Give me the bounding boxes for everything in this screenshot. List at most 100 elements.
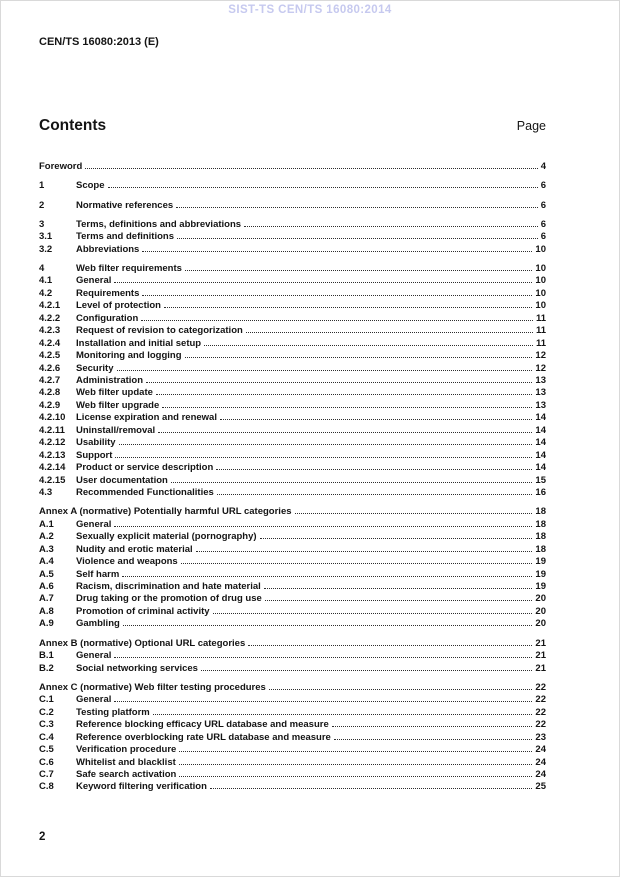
toc-entry-page: 18 — [535, 543, 546, 555]
dot-leader — [115, 450, 533, 458]
toc-entry-title: Installation and initial setup — [76, 337, 202, 349]
toc-entry-title: Annex A (normative) Potentially harmful … — [39, 506, 292, 518]
contents-title: Contents — [39, 117, 107, 134]
dot-leader — [122, 619, 533, 627]
dot-leader — [177, 231, 538, 240]
toc-entry: C.2 Testing platform 22 — [39, 707, 546, 719]
toc-entry-number: A.3 — [39, 543, 54, 555]
dot-leader — [122, 569, 533, 577]
toc-entry-number: 4.2.7 — [39, 374, 61, 386]
toc-entry: C.6 Whitelist and blacklist 24 — [39, 757, 546, 769]
dot-leader — [184, 263, 533, 271]
toc-entry-page: 16 — [535, 487, 546, 499]
dot-leader — [200, 663, 533, 671]
toc-entry-page: 10 — [535, 275, 546, 287]
document-reference: CEN/TS 16080:2013 (E) — [39, 36, 159, 48]
toc-entry-page: 23 — [535, 731, 546, 743]
toc-entry-page: 10 — [535, 262, 546, 274]
toc-entry-page: 22 — [535, 694, 546, 706]
toc-entry-title: Configuration — [76, 312, 139, 324]
toc-entry-page: 10 — [535, 287, 546, 299]
toc-entry: A.9 Gambling 20 — [39, 618, 546, 630]
standard-id-watermark: SIST-TS CEN/TS 16080:2014 — [228, 4, 392, 16]
toc-entry-number: A.1 — [39, 518, 54, 530]
toc-entry-title: Web filter requirements — [76, 262, 182, 274]
toc-entry: C.1 General 22 — [39, 694, 546, 706]
dot-leader — [216, 462, 533, 471]
toc-entry-number: C.5 — [39, 744, 54, 756]
dot-leader — [179, 769, 533, 777]
toc-entry-number: C.4 — [39, 731, 54, 743]
toc-entry-title: Terms and definitions — [76, 231, 175, 243]
toc-entry: A.6 Racism, discrimination and hate mate… — [39, 581, 546, 593]
toc-entry-title: User documentation — [76, 474, 168, 486]
toc-entry-page: 24 — [535, 756, 546, 768]
toc-entry-number: A.9 — [39, 618, 54, 630]
dot-leader — [294, 506, 533, 515]
toc-entry: C.4 Reference overblocking rate URL data… — [39, 732, 546, 744]
toc-entry: 4.2.13 Support 14 — [39, 450, 546, 462]
toc-entry-number: B.1 — [39, 650, 54, 662]
toc-entry: C.8 Keyword filtering verification 25 — [39, 781, 546, 793]
contents-header: Contents Page — [39, 117, 546, 135]
dot-leader — [244, 219, 538, 227]
toc-entry-page: 19 — [535, 568, 546, 580]
dot-leader — [248, 638, 533, 646]
dot-leader — [158, 425, 533, 433]
toc-entry: 4.2.7 Administration 13 — [39, 375, 546, 387]
toc-entry-page: 11 — [535, 312, 546, 324]
toc-entry-title: Uninstall/removal — [76, 424, 156, 436]
toc-entry-title: Scope — [76, 180, 105, 192]
dot-leader — [259, 531, 533, 540]
toc-entry-title: Requirements — [76, 287, 140, 299]
toc-entry: A.5 Self harm 19 — [39, 569, 546, 581]
toc-entry-number: A.7 — [39, 593, 54, 605]
toc-entry-number: 4.2.3 — [39, 325, 61, 337]
toc-entry-number: 1 — [39, 180, 45, 192]
toc-entry-number: A.2 — [39, 531, 54, 543]
toc-entry-page: 14 — [535, 437, 546, 449]
toc-entry-page: 20 — [535, 618, 546, 630]
toc-list: Foreword 4 1 Scope 6 2 Normative referen… — [39, 161, 546, 794]
toc-entry: C.3 Reference blocking efficacy URL data… — [39, 719, 546, 731]
dot-leader — [333, 732, 533, 740]
toc-entry-number: 4.2.6 — [39, 362, 61, 374]
dot-leader — [85, 161, 538, 169]
dot-leader — [114, 519, 533, 527]
toc-entry-page: 10 — [535, 300, 546, 312]
toc-entry-number: C.2 — [39, 706, 54, 718]
toc-entry-page: 18 — [535, 506, 546, 518]
dot-leader — [179, 744, 533, 753]
toc-entry: B.2 Social networking services 21 — [39, 663, 546, 675]
toc-entry-page: 21 — [535, 637, 546, 649]
toc-entry-title: Social networking services — [76, 662, 198, 674]
toc-entry: A.3 Nudity and erotic material 18 — [39, 544, 546, 556]
toc-entry-page: 13 — [535, 387, 546, 399]
toc-entry-page: 14 — [535, 449, 546, 461]
toc-entry-number: C.7 — [39, 768, 54, 780]
toc-entry-title: General — [76, 650, 112, 662]
toc-entry: 3.2 Abbreviations 10 — [39, 244, 546, 256]
toc-entry: Foreword 4 — [39, 161, 546, 173]
toc-entry-number: A.5 — [39, 568, 54, 580]
toc-entry: 4.2 Requirements 10 — [39, 288, 546, 300]
toc-entry-title: Foreword — [39, 161, 83, 172]
toc-entry: 4.2.5 Monitoring and logging 12 — [39, 350, 546, 362]
toc-entry-number: 4.1 — [39, 275, 53, 287]
toc-entry-title: Support — [76, 449, 113, 461]
toc-entry-page: 11 — [535, 325, 546, 337]
toc-entry-title: Nudity and erotic material — [76, 543, 193, 555]
toc-entry-title: Verification procedure — [76, 744, 177, 756]
dot-leader — [155, 388, 533, 396]
toc-entry: A.8 Promotion of criminal activity 20 — [39, 606, 546, 618]
dot-leader — [263, 581, 533, 590]
dot-leader — [170, 475, 533, 483]
toc-entry-page: 4 — [540, 161, 546, 172]
toc-entry-title: Self harm — [76, 568, 120, 580]
dot-leader — [146, 375, 533, 383]
dot-leader — [114, 650, 533, 659]
toc-entry-title: Drug taking or the promotion of drug use — [76, 593, 262, 605]
toc-entry: 3 Terms, definitions and abbreviations 6 — [39, 219, 546, 231]
toc-entry: Annex B (normative) Optional URL categor… — [39, 638, 546, 650]
toc-entry-title: Racism, discrimination and hate material — [76, 581, 261, 593]
